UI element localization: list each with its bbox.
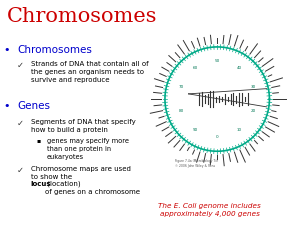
Text: The E. Coli genome includes
approximately 4,000 genes: The E. Coli genome includes approximatel… — [158, 203, 261, 217]
Text: 60: 60 — [192, 66, 197, 70]
Text: 50: 50 — [214, 59, 220, 63]
Text: Strands of DNA that contain all of
the genes an organism needs to
survive and re: Strands of DNA that contain all of the g… — [31, 61, 148, 83]
Text: 80: 80 — [178, 109, 184, 113]
Text: Segments of DNA that specify
how to build a protein: Segments of DNA that specify how to buil… — [31, 119, 135, 133]
Text: 20: 20 — [250, 109, 256, 113]
Text: ✓: ✓ — [17, 61, 24, 70]
Text: genes may specify more
than one protein in
eukaryotes: genes may specify more than one protein … — [47, 138, 129, 160]
Text: Chromosome maps are used
to show the: Chromosome maps are used to show the — [31, 166, 130, 180]
Text: 40: 40 — [237, 66, 242, 70]
Text: Figure 7.4a (Microbiology 7/e
© 2006 John Wiley & Sons: Figure 7.4a (Microbiology 7/e © 2006 Joh… — [176, 159, 218, 168]
Text: ▪: ▪ — [37, 138, 41, 143]
Text: 10: 10 — [237, 128, 242, 132]
Text: Chromosomes: Chromosomes — [7, 7, 157, 26]
Text: Genes: Genes — [17, 101, 50, 111]
Text: 90: 90 — [192, 128, 197, 132]
Text: 0: 0 — [216, 135, 218, 139]
Text: •: • — [4, 45, 10, 55]
Text: Chromosomes: Chromosomes — [17, 45, 92, 55]
Text: ✓: ✓ — [17, 119, 24, 128]
Text: (location)
of genes on a chromosome: (location) of genes on a chromosome — [45, 181, 140, 195]
Text: •: • — [4, 101, 10, 111]
Text: locus: locus — [31, 181, 51, 187]
Text: ✓: ✓ — [17, 166, 24, 175]
Text: 70: 70 — [178, 85, 184, 89]
Text: 30: 30 — [250, 85, 256, 89]
